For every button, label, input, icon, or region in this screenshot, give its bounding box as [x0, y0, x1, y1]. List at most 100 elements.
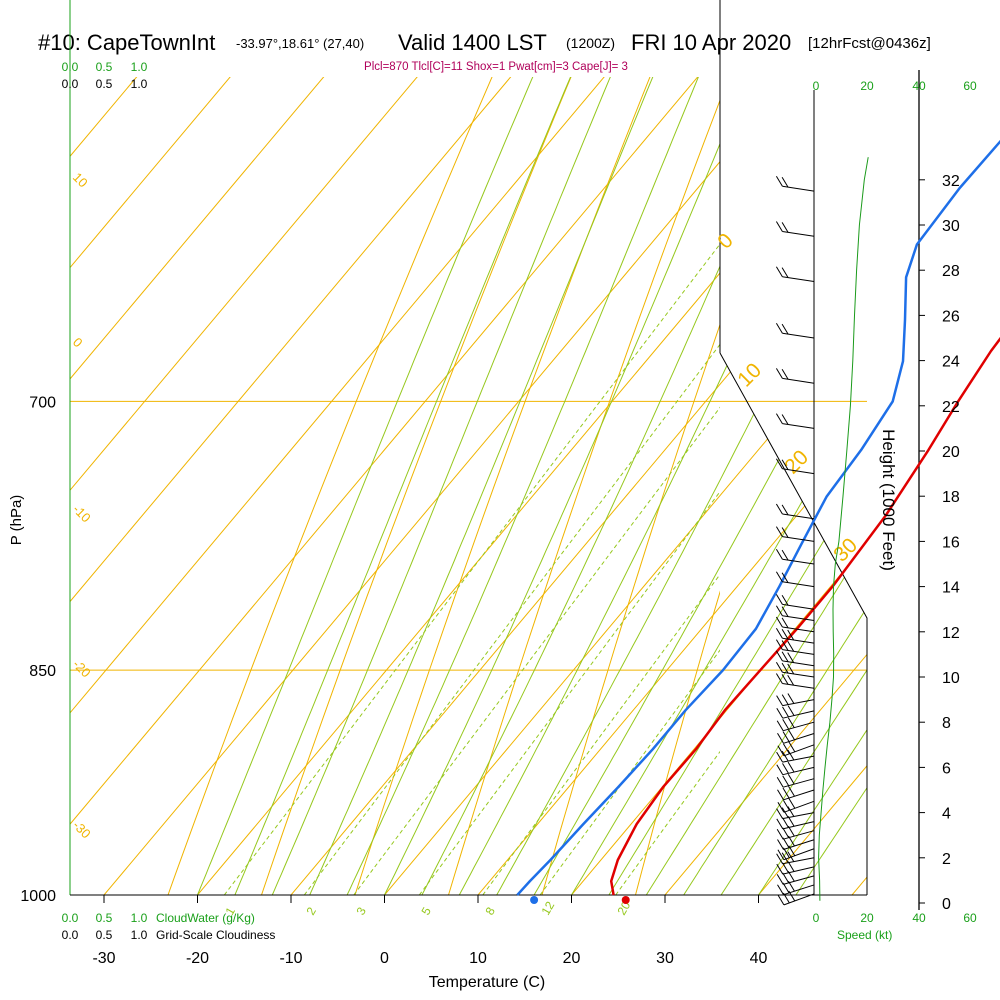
moist-adiabat [571, 77, 867, 895]
cloud-scale-bottom-green: 1.0 [131, 911, 148, 925]
wind-barb-staff [783, 778, 815, 788]
wind-barb-flag [787, 761, 795, 773]
wind-barb-flag [776, 874, 784, 885]
wind-barb-flag [787, 652, 795, 663]
wind-barb-flag [782, 787, 790, 799]
isotherm [477, 77, 867, 895]
wind-barb-staff [782, 276, 815, 282]
wind-barb-flag [775, 458, 783, 470]
wind-barb-flag [776, 853, 784, 865]
wind-barb-staff [783, 893, 815, 906]
wind-barb-staff [783, 721, 815, 732]
wind-barb-staff [782, 615, 815, 621]
wind-barb-flag [787, 705, 795, 716]
cloudwater-label: CloudWater (g/Kg) [156, 911, 255, 925]
y-axis-label: P (hPa) [8, 495, 25, 546]
wind-barb-flag [782, 862, 789, 874]
wind-barb-staff [783, 884, 815, 896]
x-tick-label: 20 [563, 950, 581, 967]
wind-barb-flag [776, 818, 784, 830]
plot-frame [69, 0, 920, 910]
wind-barb-flag [777, 884, 784, 895]
cloud-scale-top-black: 1.0 [131, 77, 148, 91]
wind-barb-flag [775, 605, 783, 616]
height-tick-label: 18 [942, 489, 960, 506]
wind-barb-flag [788, 729, 795, 740]
wind-barb-flag [781, 222, 789, 233]
isotherm [851, 77, 867, 895]
moist-adiabat [496, 77, 867, 895]
height-tick-label: 12 [942, 625, 960, 642]
height-tick-label: 2 [942, 851, 951, 868]
height-tick-label: 22 [942, 399, 960, 416]
dry-adiabat-label: 0 [70, 335, 86, 351]
wind-barb-flag [787, 629, 795, 641]
wind-barb-staff [782, 332, 815, 339]
pressure-tick-700: 700 [29, 394, 56, 411]
wind-barb-staff [783, 839, 815, 850]
wind-barb-flag [775, 673, 783, 684]
mixing-ratio-line [303, 343, 720, 895]
wind-barb-flag [781, 323, 789, 335]
moist-adiabat [346, 77, 867, 895]
wind-barb-flag [787, 861, 795, 872]
speed-tick-top: 20 [860, 79, 874, 93]
wind-barb-staff [782, 603, 815, 610]
isotherm [70, 77, 867, 895]
y2-axis-label: Height (1000 Feet) [879, 429, 898, 571]
wind-barb-flag [781, 807, 789, 818]
dry-adiabat [823, 0, 1000, 895]
cloud-scale-top-black: 0.0 [62, 77, 79, 91]
speed-tick-bottom: 0 [813, 911, 820, 925]
wind-barb-flag [781, 572, 789, 583]
station-title: #10: CapeTownInt [38, 30, 215, 55]
dry-adiabat [167, 77, 493, 895]
wind-barb-staff [783, 744, 815, 757]
moist-adiabat [234, 77, 867, 895]
wind-barb-flag [787, 816, 795, 827]
wind-barb-flag [787, 641, 795, 652]
wind-barb-flag [788, 741, 796, 753]
height-tick-label: 14 [942, 580, 960, 597]
moist-adiabat [271, 77, 867, 895]
wind-barb-staff [783, 875, 815, 885]
wind-barb-flag [777, 894, 785, 906]
wind-barb-flag [781, 617, 789, 629]
cloud-scale-top-green: 0.0 [62, 60, 79, 74]
wind-barb-flag [775, 571, 783, 583]
height-tick-label: 32 [942, 173, 960, 190]
wind-barb-flag [781, 595, 789, 606]
wind-barb-flag [787, 749, 795, 761]
wind-barb-flag [781, 852, 789, 864]
wind-barb-flag [776, 707, 784, 719]
wind-barb-flag [787, 693, 795, 704]
wind-barb-flag [776, 776, 784, 788]
wind-barb-flag [781, 176, 789, 188]
moist-adiabat [197, 77, 867, 895]
wind-barb-flag [782, 743, 790, 755]
height-tick-label: 4 [942, 806, 951, 823]
cloud-scale-bottom-black: 0.5 [96, 928, 113, 942]
temperature-profile [609, 336, 1000, 896]
wind-barb-flag [776, 695, 784, 706]
wind-barb-flag [777, 849, 785, 860]
dry-adiabat [541, 323, 720, 895]
isobar-lines [70, 400, 867, 896]
moist-adiabat [608, 77, 867, 895]
wind-barb-flag [777, 839, 784, 850]
height-speed-curve [818, 157, 869, 901]
wind-barb-staff [783, 848, 815, 861]
wind-barb-flag [781, 694, 789, 705]
mixing-ratio-line [223, 243, 720, 895]
wind-barb-flag [776, 863, 784, 875]
wind-barb-flag [777, 789, 784, 801]
height-tick-label: 30 [942, 218, 960, 235]
wind-barb-flag [775, 628, 783, 639]
wind-barb-flag [782, 775, 790, 786]
height-tick-label: 6 [942, 760, 951, 777]
wind-barb-flag [781, 504, 789, 516]
moist-adiabat-label: 20 [780, 446, 813, 479]
sounding-series [516, 139, 1000, 904]
cloudiness-label: Grid-Scale Cloudiness [156, 928, 275, 942]
